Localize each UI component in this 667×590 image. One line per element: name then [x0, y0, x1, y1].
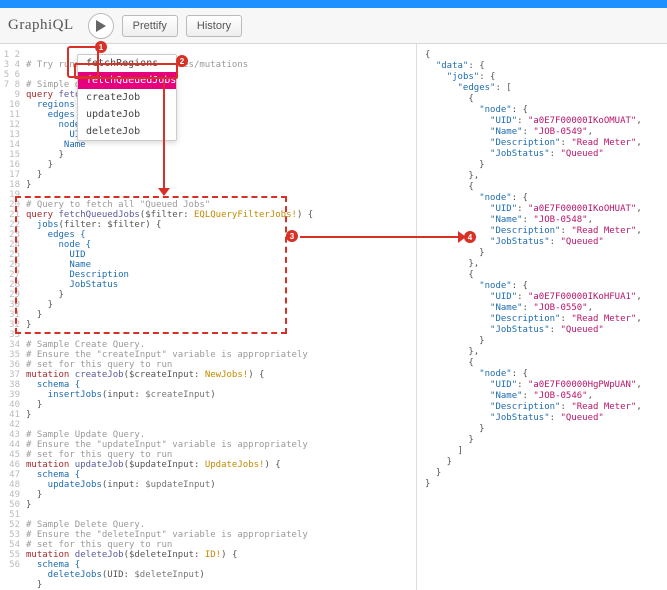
history-button[interactable]: History	[186, 15, 242, 37]
dropdown-item-fetchQueuedJobs[interactable]: fetchQueuedJobs	[78, 72, 176, 89]
annotation-arrow-2-line	[300, 236, 460, 238]
prettify-button[interactable]: Prettify	[122, 15, 178, 37]
dropdown-item-fetchRegions[interactable]: fetchRegions	[78, 55, 176, 72]
annotation-arrow-1-head	[158, 188, 170, 196]
annotation-arrow-1-line	[163, 82, 165, 190]
annotation-badge-1: 1	[95, 41, 107, 53]
play-icon	[96, 20, 106, 32]
toolbar: GraphiQL Prettify History	[0, 8, 667, 44]
annotation-badge-3: 3	[286, 230, 298, 242]
operation-dropdown[interactable]: fetchRegionsfetchQueuedJobscreateJobupda…	[77, 54, 177, 141]
query-editor-pane[interactable]: 1 2 3 4 5 6 7 8 9 10 11 12 13 14 15 16 1…	[0, 44, 417, 590]
annotation-badge-4: 4	[464, 231, 476, 243]
app-logo: GraphiQL	[8, 17, 80, 34]
dropdown-item-deleteJob[interactable]: deleteJob	[78, 123, 176, 140]
result-pane: { "data": { "jobs": { "edges": [ { "node…	[417, 44, 667, 590]
annotation-badge-2: 2	[176, 55, 188, 67]
dropdown-item-createJob[interactable]: createJob	[78, 89, 176, 106]
dropdown-item-updateJob[interactable]: updateJob	[78, 106, 176, 123]
execute-button[interactable]	[88, 13, 114, 39]
line-gutter: 1 2 3 4 5 6 7 8 9 10 11 12 13 14 15 16 1…	[0, 44, 24, 570]
result-json: { "data": { "jobs": { "edges": [ { "node…	[425, 50, 642, 490]
window-titlebar	[0, 0, 667, 8]
